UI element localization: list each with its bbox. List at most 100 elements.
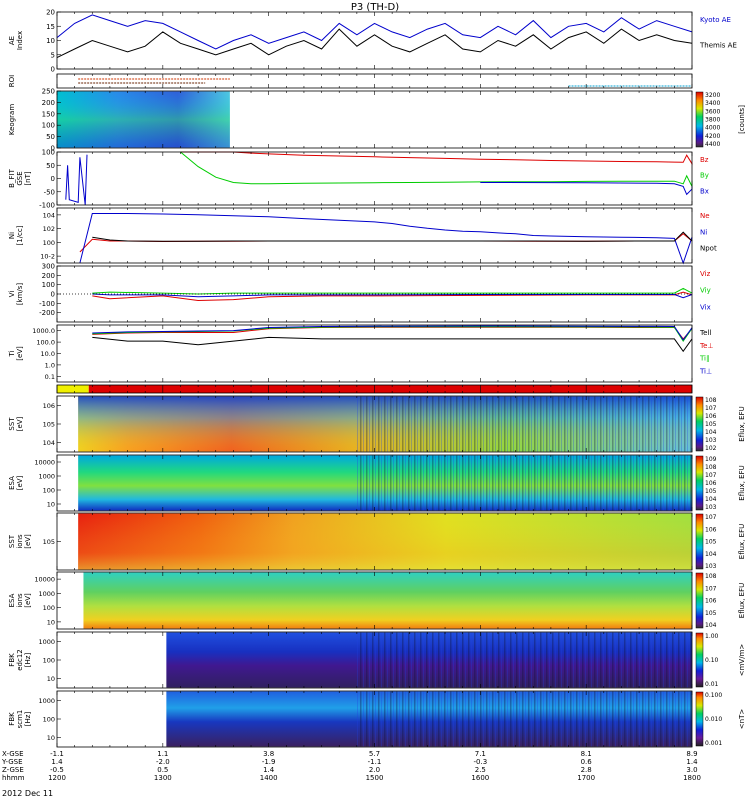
esa_e-colorbar-tick: 103 xyxy=(705,504,717,511)
sst_i-spectrogram-overlay xyxy=(78,513,692,570)
esa_i-ylabel: ions xyxy=(16,593,24,608)
axis-row-value: 1.4 xyxy=(51,758,63,766)
axis-row-value: -0.5 xyxy=(50,766,64,774)
velocity-ylabel: Vi xyxy=(8,291,16,298)
fbk_b-spectrogram-streaks xyxy=(356,691,692,747)
velocity-series-viy xyxy=(92,287,693,295)
bfield-ytick-label: 50 xyxy=(46,162,55,170)
density-legend-entry: Npot xyxy=(700,245,717,253)
density-series-ni xyxy=(79,213,693,265)
bfield-series-by xyxy=(180,151,693,187)
axis-row-value: 1.4 xyxy=(263,766,275,774)
axis-row-value: 1600 xyxy=(471,774,489,782)
velocity-ytick-label: 0 xyxy=(51,291,55,299)
fbk_b-colorbar-tick: 0.010 xyxy=(705,716,722,723)
esa_i-colorbar-tick: 105 xyxy=(705,610,717,617)
sst_i-ylabel: SST xyxy=(8,534,16,548)
axis-row-value: 1300 xyxy=(154,774,172,782)
esa_e-ytick-label: 100 xyxy=(43,487,55,495)
density-ytick-label: 10-2 xyxy=(40,253,55,261)
ae-ylabel: Index xyxy=(16,31,24,50)
density-ylabel: Ni xyxy=(8,232,16,239)
bfield-legend-entry: Bz xyxy=(700,156,709,164)
axis-row-label: hhmm xyxy=(2,774,25,782)
keogram-ytick-label: 0 xyxy=(51,145,55,153)
axis-row-value: 1.1 xyxy=(157,750,168,758)
sst_i-colorbar-tick: 104 xyxy=(705,551,717,558)
density-ytick-label: 100 xyxy=(43,239,55,247)
temperature-legend-entry: Te⊥ xyxy=(699,342,714,350)
panel-fbk_e: 1.00 0.10 0.01 <mV/m> 1000 100 10 FBK edc12 [Hz] xyxy=(8,631,746,689)
temperature-legend-entry: Tell xyxy=(699,329,711,337)
axis-row-value: 1800 xyxy=(683,774,701,782)
esa_e-colorbar-tick: 104 xyxy=(705,496,717,503)
ae-legend-entry: Themis AE xyxy=(699,42,737,50)
fbk_e-ylabel: edc12 xyxy=(16,649,24,671)
axis-row-value: 1400 xyxy=(260,774,278,782)
axis-row-value: 8.9 xyxy=(686,750,697,758)
fbk_b-ylabel: [Hz] xyxy=(24,712,32,727)
ae-ytick-label: 0 xyxy=(51,66,55,74)
esa_e-colorbar-label: Eflux, EFU xyxy=(738,465,746,500)
sst_e-spectrogram-streaks xyxy=(356,396,692,452)
axis-row-value: 1200 xyxy=(48,774,66,782)
axis-row-value: 5.7 xyxy=(369,750,380,758)
keogram-ytick-label: 50 xyxy=(46,133,55,141)
bfield-ytick-label: 100 xyxy=(42,149,55,157)
esa_i-ylabel: [eV] xyxy=(24,593,32,608)
sst_e-ylabel: [eV] xyxy=(16,416,24,431)
keogram-colorbar xyxy=(695,91,704,148)
fbk_e-colorbar-tick: 0.01 xyxy=(705,681,719,688)
fbk_b-colorbar-label: <nT> xyxy=(738,709,746,730)
mode-bar-slow xyxy=(57,385,89,393)
fbk_e-ytick-label: 10 xyxy=(47,675,55,683)
esa_e-colorbar-tick: 107 xyxy=(705,472,717,479)
esa_i-ytick-label: 1000 xyxy=(38,590,55,598)
bfield-frame xyxy=(56,151,693,206)
esa_i-ylabel: ESA xyxy=(8,593,16,607)
temperature-ytick-label: 1.0 xyxy=(45,361,55,369)
axis-row-value: 2.8 xyxy=(581,766,592,774)
esa_i-ytick-label: 100 xyxy=(43,604,55,612)
temperature-series-tell xyxy=(92,336,693,353)
velocity-legend-entry: Viz xyxy=(700,270,711,278)
panel-sst_i: 107 106 105 104 103 Eflux, EFU 105 SST ions [eV] xyxy=(8,512,746,571)
fbk_b-colorbar-tick: 0.001 xyxy=(705,740,722,747)
sst_e-colorbar-tick: 105 xyxy=(705,421,717,428)
sst_i-ylabel: [eV] xyxy=(24,534,32,549)
velocity-ytick-label: -200 xyxy=(39,309,55,317)
esa_e-colorbar xyxy=(695,455,704,511)
density-ytick-label: 104 xyxy=(43,211,55,219)
panel-fbk_b: 0.100 0.010 0.001 <nT> 1000 100 10 FBK scm1 [Hz] xyxy=(8,690,746,748)
esa_i-colorbar-tick: 107 xyxy=(705,585,717,592)
density-series-npot xyxy=(92,231,693,242)
esa_i-ytick-label: 10 xyxy=(47,618,55,626)
esa_e-colorbar-tick: 106 xyxy=(705,480,717,487)
panel-bfield: Bz By Bx -100 -50 0 50 100 B_FIT GSE [nT] xyxy=(8,149,709,210)
keogram-colorbar-tick: 4400 xyxy=(705,141,720,148)
bfield-ylabel: [nT] xyxy=(24,171,32,185)
bottom-axis: X-GSEY-GSEZ-GSEhhmm-1.11.4-0.512001.1-2.… xyxy=(1,750,701,782)
temperature-ytick-label: 100.0 xyxy=(36,339,55,347)
axis-row-label: Z-GSE xyxy=(2,766,24,774)
figure-title: P3 (TH-D) xyxy=(351,2,399,13)
axis-row-value: -0.3 xyxy=(473,758,487,766)
esa_e-ytick-label: 10000 xyxy=(34,459,55,467)
density-legend-entry: Ne xyxy=(700,212,710,220)
esa_i-colorbar xyxy=(695,572,704,629)
panel-esa_i: 108 107 106 105 104 Eflux, EFU 10000 1000 100 10 E… xyxy=(8,571,746,630)
sst_e-colorbar-tick: 103 xyxy=(705,437,717,444)
density-frame xyxy=(56,207,693,264)
axis-row-value: 1.4 xyxy=(686,758,698,766)
axis-row-value: 1500 xyxy=(366,774,384,782)
axis-row-value: 2.0 xyxy=(369,766,380,774)
bfield-series-bz xyxy=(180,151,693,166)
sst_i-ylabel: ions xyxy=(16,534,24,549)
ae-series-themis-ae xyxy=(56,28,693,59)
axis-row-value: -2.0 xyxy=(156,758,170,766)
keogram-ytick-label: 200 xyxy=(42,99,55,107)
axis-row-value: 3.0 xyxy=(686,766,697,774)
sst_e-ylabel: SST xyxy=(8,417,16,431)
